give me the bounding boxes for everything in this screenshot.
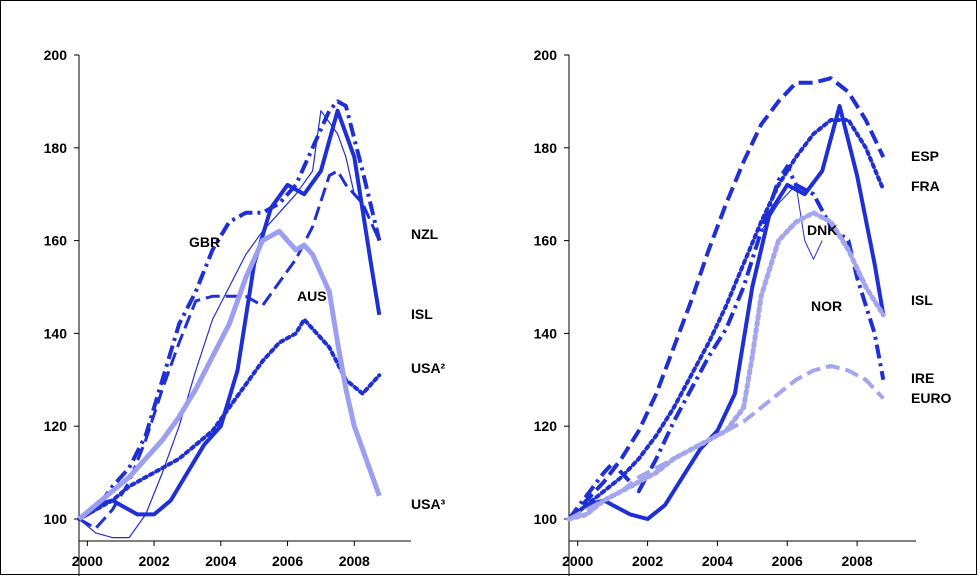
series-label-usa: USA³: [411, 496, 446, 512]
series-label-aus: AUS: [297, 288, 327, 304]
x-tick-label: 2002: [138, 553, 169, 569]
x-tick-label: 2000: [562, 553, 593, 569]
y-tick-label: 140: [534, 325, 558, 341]
x-tick-label: 2006: [772, 553, 803, 569]
series-label-euro: EURO: [911, 390, 952, 406]
series-line-fra: [567, 118, 886, 521]
y-tick-label: 120: [44, 418, 68, 434]
series-line-aus: [77, 228, 382, 521]
x-tick-label: 2008: [842, 553, 873, 569]
series-line-unlabeled: [78, 110, 355, 539]
x-tick-label: 2008: [339, 553, 370, 569]
series-line-isl: [77, 108, 382, 521]
series-label-dnk: DNK: [807, 222, 837, 238]
y-tick-label: 140: [44, 325, 68, 341]
series-line-usa: [77, 317, 382, 521]
series-label-nor: NOR: [811, 298, 842, 314]
series-line-dnk: [567, 164, 886, 521]
x-tick-label: 2004: [702, 553, 733, 569]
x-tick-label: 2000: [72, 553, 103, 569]
y-tick-label: 160: [534, 233, 558, 249]
series-label-isl: ISL: [911, 292, 933, 308]
y-tick-label: 100: [44, 511, 68, 527]
right-chart: 100 120 140 160 180 200 2000 2002 2004 2006 2008 ES…: [534, 47, 952, 576]
x-tick-label: 2002: [632, 553, 663, 569]
series-label-isl: ISL: [411, 306, 433, 322]
series-label-fra: FRA: [911, 178, 940, 194]
series-label-nzl: NZL: [411, 226, 439, 242]
series-line-ire: [568, 363, 885, 521]
y-tick-label: 180: [44, 140, 68, 156]
series-line-esp: [567, 76, 886, 521]
x-tick-label: 2004: [205, 553, 236, 569]
y-tick-label: 120: [534, 418, 558, 434]
y-tick-label: 200: [534, 47, 558, 63]
y-tick-label: 200: [44, 47, 68, 63]
y-tick-label: 160: [44, 233, 68, 249]
series-label-gbr: GBR: [189, 234, 220, 250]
series-label-usa: USA²: [411, 360, 446, 376]
series-label-esp: ESP: [911, 148, 939, 164]
series-label-ire: IRE: [911, 370, 934, 386]
y-tick-label: 100: [534, 511, 558, 527]
series-line-unlabeled: [760, 184, 823, 260]
left-chart: 100 120 140 160 180 200 2000 2002 2004 2006 2008 GB…: [44, 47, 446, 576]
series-line-isl: [567, 104, 886, 521]
x-tick-label: 2006: [272, 553, 303, 569]
y-tick-label: 180: [534, 140, 558, 156]
